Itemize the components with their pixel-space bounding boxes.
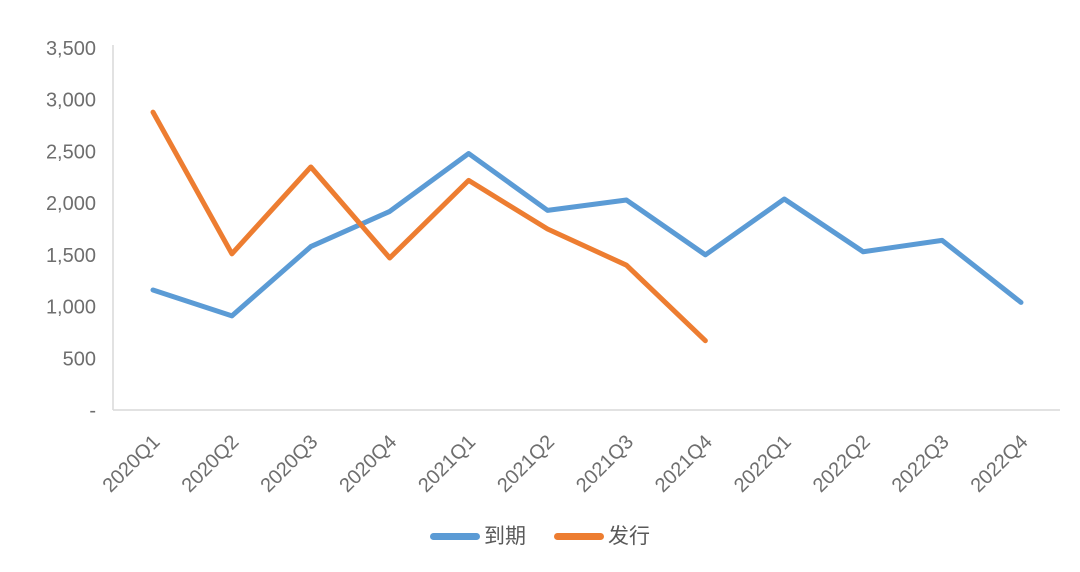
y-axis-tick-label: 2,000 [46,193,96,215]
y-axis-tick-label: 500 [63,348,96,370]
legend-item-maturity: 到期 [430,526,526,547]
x-axis-category-label: 2021Q1 [414,431,480,497]
y-axis-tick-label: - [89,400,96,422]
y-axis-tick-label: 1,500 [46,245,96,267]
legend-label-maturity: 到期 [484,525,526,548]
y-axis-tick-label: 2,500 [46,141,96,163]
issuance-line-swatch-icon [554,533,604,540]
legend-item-issuance: 发行 [554,526,650,547]
x-axis-category-label: 2022Q3 [888,431,954,497]
y-axis-tick-label: 1,000 [46,297,96,319]
x-axis-category-label: 2022Q1 [730,431,796,497]
y-axis-tick-label: 3,500 [46,38,96,60]
x-axis-category-label: 2021Q4 [651,431,717,497]
legend-label-issuance: 发行 [608,525,650,548]
x-axis-category-label: 2021Q2 [493,431,559,497]
x-axis-category-label: 2020Q1 [99,431,165,497]
x-axis-category-label: 2022Q4 [967,431,1033,497]
series-line-issuance [150,109,708,344]
y-axis-tick-label: 3,000 [46,90,96,112]
x-axis-category-label: 2020Q4 [335,431,401,497]
maturity-line-swatch-icon [430,533,480,540]
series-line-maturity [150,150,1024,319]
x-axis-category-label: 2021Q3 [572,431,638,497]
x-axis-category-label: 2022Q2 [809,431,875,497]
x-axis-category-label: 2020Q2 [178,431,244,497]
chart-legend: 到期 发行 [0,526,1080,547]
x-axis-category-label: 2020Q3 [256,431,322,497]
